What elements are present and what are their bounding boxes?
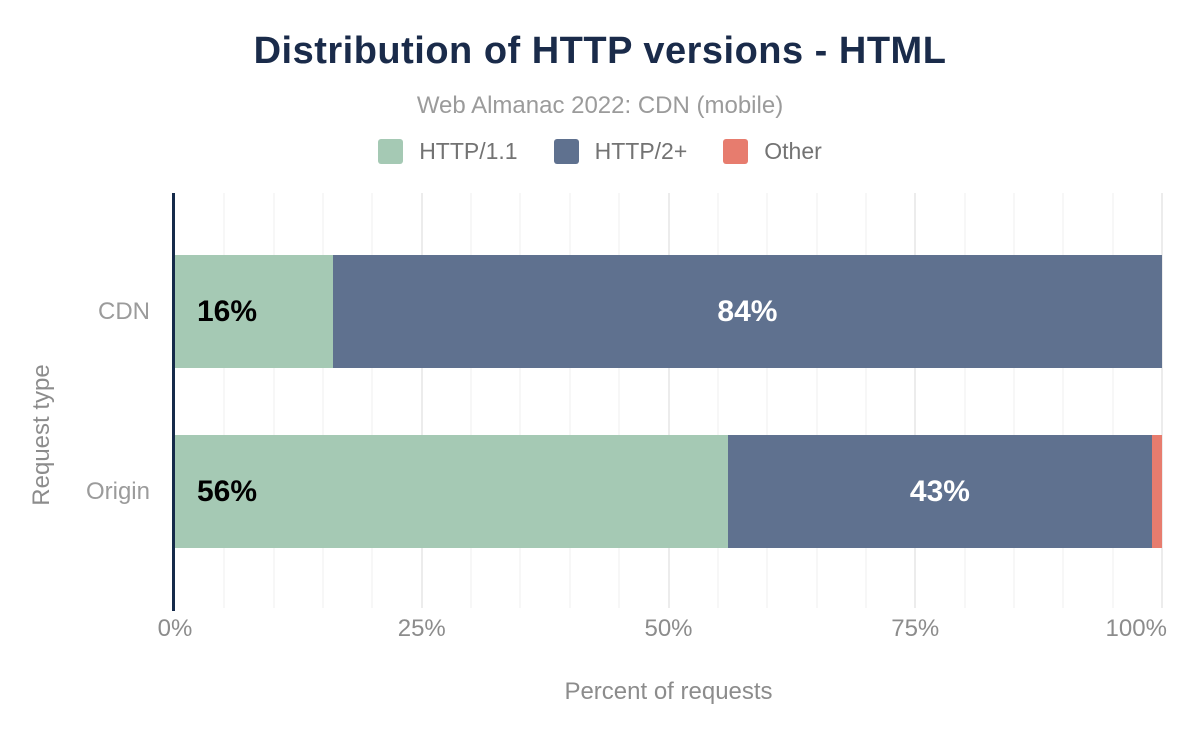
legend-label: Other (764, 138, 822, 164)
chart-title: Distribution of HTTP versions - HTML (253, 30, 947, 72)
minor-gridline (864, 193, 867, 608)
x-tick-label-25: 25% (397, 615, 446, 642)
legend-item-http-2-[interactable]: HTTP/2+ (553, 138, 688, 165)
legend-swatch-icon (553, 139, 579, 164)
bar-segment-origin-other[interactable] (1152, 435, 1162, 548)
legend-swatch-icon (378, 139, 404, 164)
bar-value-label: 43% (909, 474, 970, 508)
legend-swatch-icon (723, 139, 749, 164)
minor-gridline (815, 193, 818, 608)
minor-gridline (322, 193, 325, 608)
y-axis-title: Request type (28, 364, 55, 506)
bar-value-label: 84% (717, 294, 778, 328)
plot-area: 16% 84% 56% 43% (172, 193, 1163, 611)
bar-value-label: 16% (197, 294, 258, 328)
legend-label: HTTP/1.1 (419, 138, 518, 164)
legend-item-other[interactable]: Other (723, 138, 822, 165)
minor-gridline (223, 193, 226, 608)
major-gridline (914, 193, 917, 608)
major-gridline (420, 193, 423, 608)
legend-label: HTTP/2+ (594, 138, 688, 164)
bar-row-origin: 56% 43% (175, 435, 1162, 548)
minor-gridline (766, 193, 769, 608)
minor-gridline (519, 193, 522, 608)
minor-gridline (1111, 193, 1114, 608)
chart-subtitle: Web Almanac 2022: CDN (mobile) (416, 92, 784, 119)
category-label-cdn: CDN (98, 297, 150, 325)
y-axis-line (172, 193, 175, 611)
minor-gridline (470, 193, 473, 608)
category-label-origin: Origin (85, 477, 150, 505)
major-gridline (667, 193, 670, 608)
bar-segment-cdn-http-1-1[interactable]: 16% (175, 255, 333, 368)
minor-gridline (963, 193, 966, 608)
minor-gridline (272, 193, 275, 608)
minor-gridline (1012, 193, 1015, 608)
bar-row-cdn: 16% 84% (175, 255, 1162, 368)
x-tick-label-100: 100% (1105, 615, 1167, 642)
x-tick-label-75: 75% (891, 615, 940, 642)
minor-gridline (1062, 193, 1065, 608)
minor-gridline (568, 193, 571, 608)
legend-item-http-1-1[interactable]: HTTP/1.1 (378, 138, 518, 165)
major-gridline (1161, 193, 1163, 608)
x-tick-label-50: 50% (644, 615, 693, 642)
bar-value-label: 56% (197, 474, 258, 508)
bar-segment-origin-http-1-1[interactable]: 56% (175, 435, 728, 548)
x-axis-title: Percent of requests (564, 678, 773, 705)
minor-gridline (618, 193, 621, 608)
bar-segment-cdn-http-2-[interactable]: 84% (332, 255, 1162, 368)
minor-gridline (371, 193, 374, 608)
minor-gridline (716, 193, 719, 608)
x-tick-label-0: 0% (157, 615, 193, 642)
bar-segment-origin-http-2-[interactable]: 43% (727, 435, 1153, 548)
legend: HTTP/1.1 HTTP/2+ Other (0, 138, 1200, 165)
